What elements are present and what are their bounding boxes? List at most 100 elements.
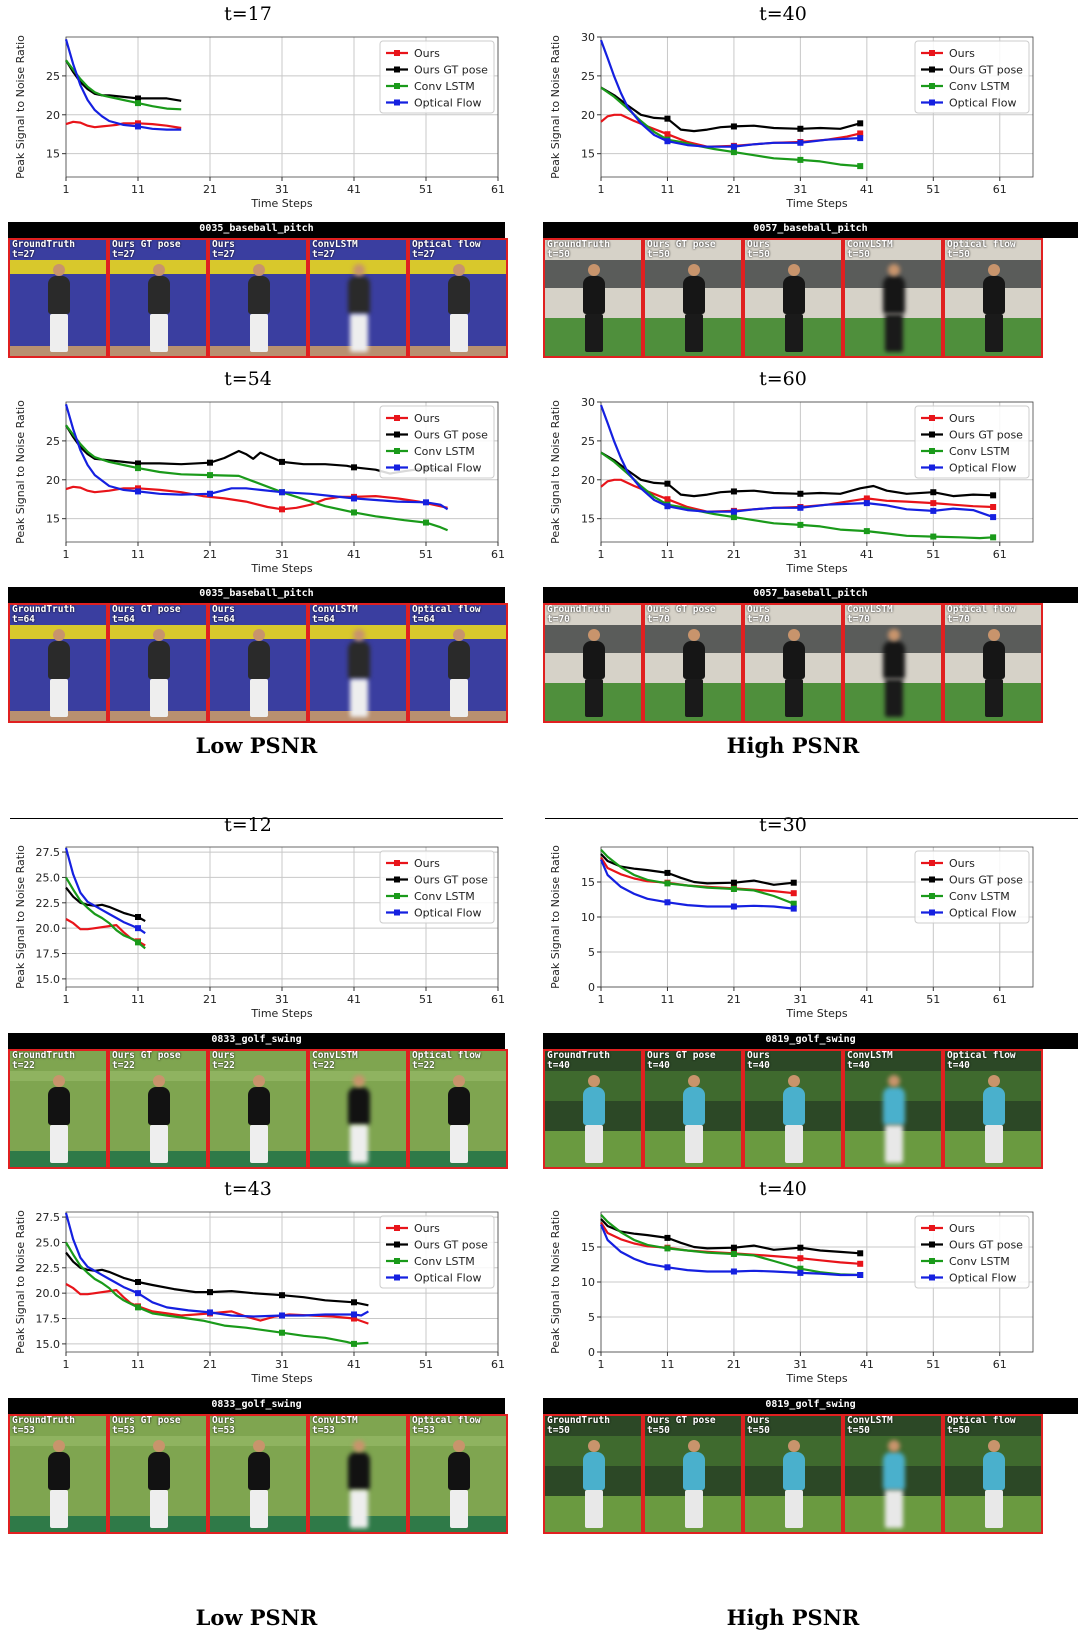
player-head bbox=[353, 1075, 365, 1087]
y-tick-label: 20 bbox=[581, 474, 595, 487]
frame-panel-groundtruth: GroundTruth t=27 bbox=[8, 238, 108, 358]
y-tick-label: 5 bbox=[588, 946, 595, 959]
frame-panel-optical-flow: Optical flow t=50 bbox=[943, 1414, 1043, 1534]
player-figure bbox=[448, 641, 470, 679]
series-marker bbox=[730, 488, 737, 495]
player-figure bbox=[983, 1087, 1005, 1125]
y-tick-label: 20 bbox=[46, 474, 60, 487]
frame-panel-optical-flow: Optical flow t=27 bbox=[408, 238, 508, 358]
player-head bbox=[253, 264, 265, 276]
player-legs bbox=[785, 1125, 803, 1163]
series-line-conv-lstm bbox=[600, 1214, 861, 1277]
y-tick-label: 30 bbox=[581, 396, 595, 409]
frame-panel-ours: Ours t=50 bbox=[743, 238, 843, 358]
chart-title: t=12 bbox=[224, 814, 272, 836]
player-legs bbox=[585, 314, 603, 352]
legend-marker bbox=[929, 83, 935, 89]
player-head bbox=[988, 1440, 1000, 1452]
legend-marker bbox=[929, 448, 935, 454]
series-marker bbox=[730, 1268, 737, 1275]
player-legs bbox=[450, 679, 468, 717]
x-tick-label: 21 bbox=[203, 183, 217, 196]
x-tick-label: 61 bbox=[491, 548, 505, 561]
y-tick-label: 30 bbox=[581, 31, 595, 44]
player-figure bbox=[683, 1452, 705, 1490]
player-legs bbox=[685, 1125, 703, 1163]
series-marker bbox=[797, 156, 804, 163]
legend-label: Ours GT pose bbox=[414, 874, 488, 887]
series-marker bbox=[423, 499, 429, 506]
player-head bbox=[53, 1075, 65, 1087]
legend-box bbox=[379, 850, 495, 924]
series-marker bbox=[797, 1265, 804, 1272]
series-marker bbox=[351, 509, 357, 516]
series-marker bbox=[797, 1244, 804, 1251]
player-figure bbox=[883, 1452, 905, 1490]
player-legs bbox=[885, 314, 903, 352]
series-line-ours bbox=[65, 918, 146, 947]
legend-box bbox=[914, 40, 1030, 114]
player-figure bbox=[783, 276, 805, 314]
series-marker bbox=[857, 163, 864, 170]
legend-marker bbox=[394, 860, 400, 866]
series-marker bbox=[135, 123, 141, 130]
series-marker bbox=[135, 100, 141, 107]
chart-title: t=60 bbox=[759, 368, 807, 390]
frame-panel-optical-flow: Optical flow t=53 bbox=[408, 1414, 508, 1534]
series-marker bbox=[135, 925, 141, 932]
frame-label: Ours t=40 bbox=[747, 1050, 770, 1071]
sequence-name-bar: 0819_golf_swing bbox=[543, 1033, 1078, 1049]
player-head bbox=[153, 1440, 165, 1452]
series-marker bbox=[930, 507, 937, 514]
x-axis-label: Time Steps bbox=[250, 197, 312, 210]
player-legs bbox=[50, 314, 68, 352]
series-marker bbox=[990, 492, 997, 499]
series-marker bbox=[351, 495, 357, 502]
series-marker bbox=[730, 508, 737, 515]
sequence-name-bar: 0035_baseball_pitch bbox=[8, 222, 505, 238]
player-legs bbox=[785, 679, 803, 717]
series-marker bbox=[797, 139, 804, 146]
legend-label: Ours bbox=[949, 412, 975, 425]
player-legs bbox=[985, 1125, 1003, 1163]
x-tick-label: 11 bbox=[131, 548, 145, 561]
series-marker bbox=[351, 1299, 357, 1306]
y-axis-label: Peak Signal to Noise Ratio bbox=[14, 400, 27, 544]
frame-label: GroundTruth t=70 bbox=[547, 604, 610, 625]
series-marker bbox=[797, 1255, 804, 1262]
frame-panel-convlstm: ConvLSTM t=50 bbox=[843, 1414, 943, 1534]
legend-label: Optical Flow bbox=[414, 97, 481, 110]
y-tick-label: 20 bbox=[46, 109, 60, 122]
legend-marker bbox=[394, 431, 400, 438]
player-legs bbox=[685, 1490, 703, 1528]
x-tick-label: 11 bbox=[131, 1358, 145, 1371]
frame-panel-convlstm: ConvLSTM t=70 bbox=[843, 603, 943, 723]
legend-label: Ours bbox=[949, 1222, 975, 1235]
legend-marker bbox=[929, 415, 935, 421]
frame-panel-ours-gt-pose: Ours GT pose t=70 bbox=[643, 603, 743, 723]
frame-label: ConvLSTM t=27 bbox=[312, 239, 358, 260]
y-tick-label: 25 bbox=[581, 70, 595, 83]
player-head bbox=[153, 264, 165, 276]
sequence-name: 0035_baseball_pitch bbox=[199, 223, 314, 234]
player-head bbox=[53, 264, 65, 276]
player-legs bbox=[50, 679, 68, 717]
series-marker bbox=[797, 521, 804, 528]
player-head bbox=[253, 1440, 265, 1452]
frame-panel-ours-gt-pose: Ours GT pose t=53 bbox=[108, 1414, 208, 1534]
legend-label: Ours bbox=[414, 47, 440, 60]
x-tick-label: 1 bbox=[598, 993, 605, 1006]
player-legs bbox=[450, 1125, 468, 1163]
legend-marker bbox=[929, 99, 935, 106]
chart-title: t=40 bbox=[759, 3, 807, 25]
series-marker bbox=[279, 1312, 285, 1319]
x-tick-label: 61 bbox=[491, 1358, 505, 1371]
series-line-conv-lstm bbox=[65, 1241, 369, 1345]
legend-label: Optical Flow bbox=[949, 97, 1016, 110]
frame-label: Ours GT pose t=50 bbox=[647, 239, 716, 260]
player-figure bbox=[48, 1087, 70, 1125]
legend-label: Ours GT pose bbox=[414, 429, 488, 442]
y-tick-label: 15 bbox=[46, 513, 60, 526]
